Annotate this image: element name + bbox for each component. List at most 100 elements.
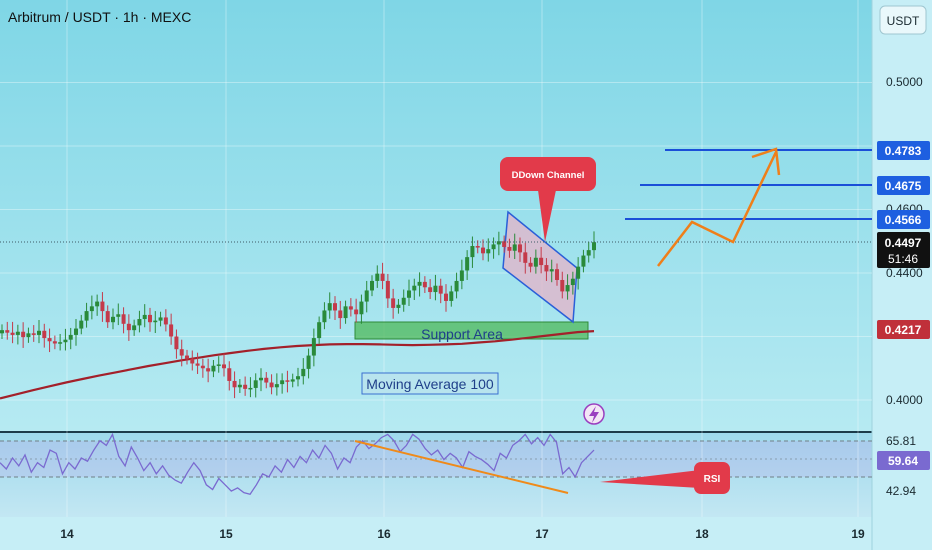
candle-down xyxy=(105,311,110,323)
candle-down xyxy=(338,310,343,319)
candle-up xyxy=(211,365,216,372)
candle-up xyxy=(68,334,73,340)
candle-down xyxy=(481,247,485,254)
down-channel-label: DDown Channel xyxy=(512,170,585,181)
candle-down xyxy=(126,323,131,331)
current-price-text: 0.4497 xyxy=(885,236,922,250)
candle-up xyxy=(533,257,538,267)
candle-up xyxy=(401,297,406,305)
candle-up xyxy=(396,304,401,308)
candle-down xyxy=(227,368,232,381)
countdown-text: 51:46 xyxy=(888,252,918,266)
candles xyxy=(0,231,596,399)
candle-up xyxy=(364,290,369,302)
candle-up xyxy=(58,342,63,344)
candle-down xyxy=(264,377,269,383)
time-label-16: 16 xyxy=(377,527,391,541)
current-price-label: 0.4497 51:46 xyxy=(877,232,930,268)
candle-up xyxy=(449,291,454,301)
candle-down xyxy=(222,364,226,369)
candle-up xyxy=(290,379,295,382)
candle-up xyxy=(586,250,591,256)
candle-up xyxy=(248,387,253,390)
candle-down xyxy=(475,246,480,248)
candle-up xyxy=(581,255,586,267)
candle-up xyxy=(296,376,300,380)
candle-down xyxy=(169,324,174,337)
price-label-1: 0.4783 xyxy=(877,141,930,160)
time-label-18: 18 xyxy=(695,527,709,541)
candle-down xyxy=(206,368,211,372)
candle-up xyxy=(116,314,121,317)
candle-down xyxy=(385,280,390,299)
candle-down xyxy=(354,309,359,315)
candle-down xyxy=(21,331,26,338)
moving-average-label: Moving Average 100 xyxy=(366,376,494,392)
rsi-callout-label: RSI xyxy=(704,474,721,485)
candle-down xyxy=(148,314,152,323)
projection-path xyxy=(657,151,778,267)
price-label-2-text: 0.4675 xyxy=(885,179,922,193)
candle-up xyxy=(317,322,322,339)
candle-up xyxy=(95,301,100,307)
price-label-2: 0.4675 xyxy=(877,176,930,195)
candle-up xyxy=(84,311,89,321)
time-label-14: 14 xyxy=(60,527,74,541)
candle-up xyxy=(375,273,380,281)
rsi-divergence-line xyxy=(354,440,569,494)
candle-up xyxy=(153,320,158,323)
candle-up xyxy=(565,285,570,292)
currency-button-label: USDT xyxy=(887,14,920,28)
candle-down xyxy=(190,358,195,364)
candle-down xyxy=(121,314,126,324)
candle-up xyxy=(322,310,327,323)
candle-up xyxy=(26,333,31,338)
lightning-icon[interactable] xyxy=(583,403,605,425)
candle-up xyxy=(491,244,496,250)
candle-down xyxy=(560,279,565,292)
candle-up xyxy=(301,368,306,377)
ma-price-label: 0.4217 xyxy=(877,320,930,339)
candle-down xyxy=(333,303,337,311)
candle-down xyxy=(380,273,385,281)
candle-down xyxy=(200,365,205,369)
down-channel-callout: DDown Channel xyxy=(500,157,596,242)
candle-up xyxy=(570,278,575,286)
currency-button[interactable]: USDT xyxy=(879,5,927,35)
candle-up xyxy=(359,301,364,315)
candle-down xyxy=(52,341,57,344)
chart-title: Arbitrum / USDT · 1h · MEXC xyxy=(8,9,191,25)
candle-down xyxy=(195,363,200,366)
candle-up xyxy=(327,303,332,311)
candle-up xyxy=(512,244,517,251)
support-area-label: Support Area xyxy=(421,326,503,342)
candle-up xyxy=(311,338,316,356)
candle-up xyxy=(433,285,438,293)
rsi-callout: RSI xyxy=(600,462,730,494)
candle-down xyxy=(243,384,248,389)
candle-up xyxy=(74,328,78,335)
candle-up xyxy=(15,331,20,335)
candle-up xyxy=(343,306,348,319)
candle-up xyxy=(259,377,263,381)
candle-up xyxy=(142,314,147,320)
candle-down xyxy=(179,349,184,356)
time-label-19: 19 xyxy=(851,527,865,541)
candle-up xyxy=(407,290,411,298)
candle-up xyxy=(306,355,311,369)
candle-down xyxy=(391,298,396,308)
candle-up xyxy=(0,330,4,334)
candle-down xyxy=(518,244,522,253)
price-label-3-text: 0.4566 xyxy=(885,213,922,227)
candle-down xyxy=(523,252,528,263)
candle-up xyxy=(470,246,475,258)
grid-lines xyxy=(0,0,872,517)
candle-up xyxy=(89,306,94,312)
time-label-17: 17 xyxy=(535,527,549,541)
candle-up xyxy=(253,380,258,388)
candle-up xyxy=(280,380,285,385)
rsi-tick-1: 65.81 xyxy=(886,434,916,448)
candle-down xyxy=(428,287,433,293)
rsi-current-text: 59.64 xyxy=(888,454,918,468)
